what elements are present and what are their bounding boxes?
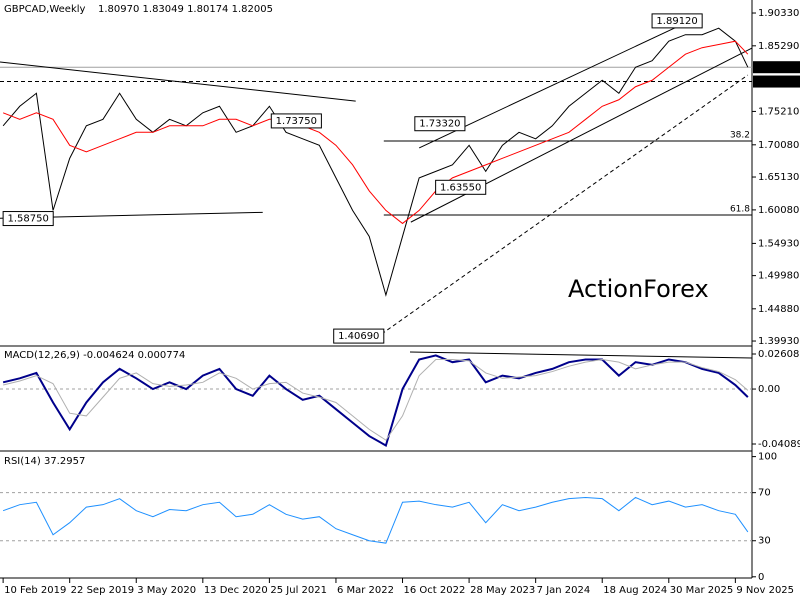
trendline [375,74,749,339]
annotation-label: 1.89120 [656,16,697,27]
series-line [3,358,749,441]
annotation-label: 1.58750 [7,214,48,225]
series-line [2,40,749,225]
y-tick-label: 1.39930 [758,336,799,347]
x-tick-label: 10 Feb 2019 [4,585,66,596]
price-level-box [753,75,800,88]
x-tick-label: 16 Oct 2022 [404,585,466,596]
x-tick-label: 28 May 2023 [470,585,535,596]
x-tick-label: 9 Nov 2025 [736,585,794,596]
fib-label: 61.8 [730,205,750,215]
watermark: ActionForex [568,275,709,303]
y-tick-label: 1.54930 [758,238,799,249]
y-tick-label: 1.49980 [758,271,799,282]
y-tick-label: 1.60080 [758,205,799,216]
annotation-label: 1.40690 [338,331,379,342]
x-tick-label: 7 Jan 2024 [537,585,591,596]
price-level-label: 1.82005 [757,62,798,73]
annotation-box [333,328,385,344]
y-tick-label: 100 [758,452,777,463]
rsi-title: RSI(14) 37.2957 [4,456,85,467]
annotation-label: 1.63550 [440,182,481,193]
x-tick-label: 25 Jul 2021 [270,585,327,596]
fib-label: 38.2 [730,131,750,141]
y-tick-label: 1.70080 [758,140,799,151]
macd-title: MACD(12,26,9) -0.004624 0.000774 [4,350,185,361]
macd-trendline [409,351,753,359]
annotation-box [435,179,487,195]
chart-title: GBPCAD,Weekly [4,4,86,15]
y-tick-label: 1.90330 [758,8,799,19]
series-line [2,354,749,447]
annotation-box [414,116,466,132]
annotation-box [651,13,703,29]
ohlc-header: 1.80970 1.83049 1.80174 1.82005 [98,4,273,15]
x-tick-label: 22 Sep 2019 [71,585,134,596]
annotation-label: 1.73320 [419,119,460,130]
y-tick-label: 1.65130 [758,172,799,183]
y-tick-label: 1.75210 [758,106,799,117]
x-tick-label: 3 May 2020 [137,585,196,596]
series-line [2,496,749,544]
y-tick-label: 1.85290 [758,41,799,52]
x-tick-label: 6 Mar 2022 [337,585,394,596]
y-tick-label: 1.44880 [758,304,799,315]
y-tick-label: 70 [758,488,771,499]
x-tick-label: 30 Mar 2025 [670,585,733,596]
y-tick-label: 0 [758,572,764,583]
annotation-box [2,211,54,227]
annotation-box [270,113,322,129]
price-level-label: 1.79800 [757,77,798,88]
y-tick-label: -0.040893 [758,439,800,450]
price-level-box [753,61,800,74]
x-tick-label: 18 Aug 2024 [603,585,667,596]
series-line [2,27,749,297]
trendline [0,61,356,102]
annotation-label: 1.73750 [276,116,317,127]
y-tick-label: 0.026081 [758,349,800,360]
y-tick-label: 0.00 [758,384,780,395]
x-tick-label: 13 Dec 2020 [204,585,268,596]
y-tick-label: 30 [758,536,771,547]
